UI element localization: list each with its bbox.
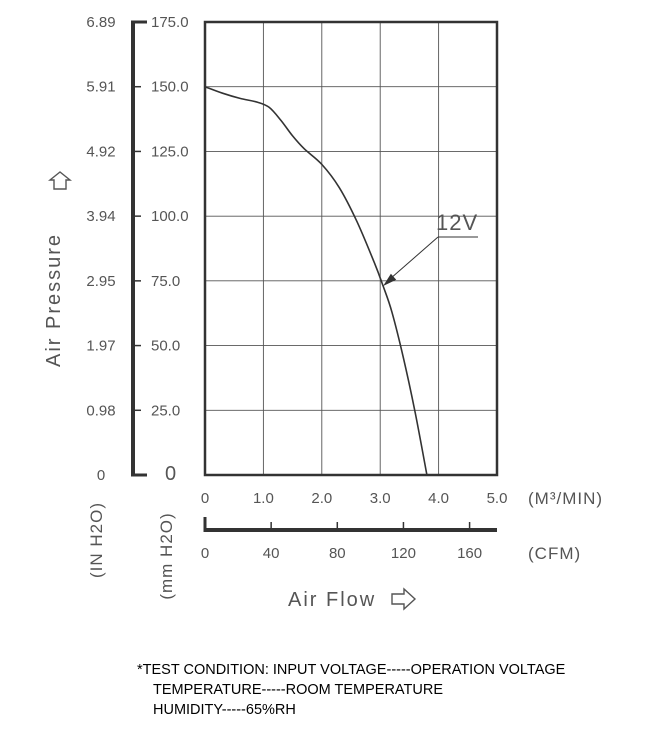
y-tick-label-2: 50.0	[151, 338, 180, 355]
y-tick-labels: 0 25.0 50.0 75.0 100.0 125.0 150.0 175.0	[151, 14, 189, 485]
x-secondary-tick-label-2: 80	[329, 545, 346, 562]
y-secondary-tick-label-6: 5.91	[86, 79, 115, 96]
x-tick-label-0: 0	[201, 490, 209, 507]
x-tick-labels: 0 1.0 2.0 3.0 4.0 5.0	[201, 490, 508, 507]
y-secondary-tick-labels: 0 0.98 1.97 2.95 3.94 4.92 5.91 6.89	[86, 14, 115, 484]
grid-lines	[205, 22, 497, 475]
x-tick-label-2: 2.0	[311, 490, 332, 507]
plot-frame	[203, 20, 499, 477]
x-tick-label-3: 3.0	[370, 490, 391, 507]
x-secondary-tick-label-0: 0	[201, 545, 209, 562]
x-tick-label-4: 4.0	[428, 490, 449, 507]
y-secondary-tick-label-1: 0.98	[86, 402, 115, 419]
y-tick-label-3: 75.0	[151, 273, 180, 290]
y-tick-label-1: 25.0	[151, 402, 180, 419]
y-tick-label-7: 175.0	[151, 14, 189, 31]
x-secondary-unit-label: (CFM)	[528, 544, 581, 563]
annotation-arrowhead	[383, 273, 397, 287]
x-secondary-tick-label-4: 160	[457, 545, 482, 562]
y-secondary-tick-label-4: 3.94	[86, 208, 115, 225]
annotation-leader-line	[390, 236, 439, 279]
y-secondary-tick-label-3: 2.95	[86, 273, 115, 290]
y-tick-label-4: 100.0	[151, 208, 189, 225]
x-axis-arrow-icon	[391, 587, 417, 611]
y-axis-title: Air Pressure	[43, 233, 65, 367]
fan-performance-chart: 0 25.0 50.0 75.0 100.0 125.0 150.0 175.0 0 0.98 1…	[43, 14, 603, 611]
series-annotation: 12V	[383, 210, 478, 287]
x-secondary-tick-label-1: 40	[263, 545, 280, 562]
series-line-12V	[204, 85, 428, 476]
y-secondary-tick-label-2: 1.97	[86, 338, 115, 355]
x-tick-label-1: 1.0	[253, 490, 274, 507]
x-primary-unit-label: (M³/MIN)	[528, 489, 603, 508]
y-primary-unit-label: (mm H2O)	[157, 512, 176, 599]
y-secondary-tick-label-0: 0	[97, 467, 105, 484]
cfm-axis-bar	[203, 517, 497, 532]
y-tick-label-0: 0	[165, 463, 176, 485]
x-axis-title: Air Flow	[288, 589, 376, 611]
y-axis-arrow-icon	[48, 171, 72, 190]
y-tick-label-5: 125.0	[151, 143, 189, 160]
x-tick-label-5: 5.0	[487, 490, 508, 507]
note-temperature: TEMPERATURE-----ROOM TEMPERATURE	[153, 682, 443, 698]
y-secondary-tick-label-5: 4.92	[86, 143, 115, 160]
y-tick-label-6: 150.0	[151, 79, 189, 96]
y-secondary-unit-label: (IN H2O)	[87, 502, 106, 578]
y-axis-bar	[131, 20, 147, 477]
series-label-12v: 12V	[436, 210, 478, 235]
y-secondary-tick-label-7: 6.89	[86, 14, 115, 31]
note-test-condition: *TEST CONDITION: INPUT VOLTAGE-----OPERA…	[137, 662, 566, 678]
test-conditions-notes: *TEST CONDITION: INPUT VOLTAGE-----OPERA…	[137, 660, 565, 720]
note-humidity: HUMIDITY-----65%RH	[153, 702, 296, 718]
series-lines	[204, 85, 428, 476]
x-secondary-tick-label-3: 120	[391, 545, 416, 562]
x-secondary-tick-labels: 0 40 80 120 160	[201, 545, 482, 562]
